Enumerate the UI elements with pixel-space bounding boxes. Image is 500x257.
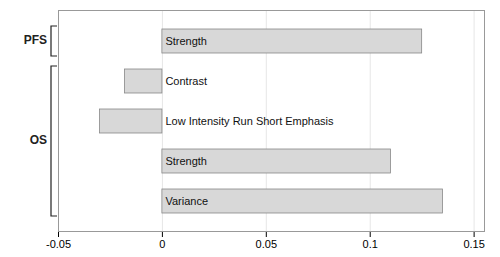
- svg-text:-0.05: -0.05: [46, 238, 71, 250]
- svg-text:Contrast: Contrast: [165, 75, 207, 87]
- svg-text:Low Intensity Run Short Emphas: Low Intensity Run Short Emphasis: [165, 115, 334, 127]
- svg-text:Strength: Strength: [165, 155, 207, 167]
- svg-text:0.05: 0.05: [256, 238, 277, 250]
- svg-text:0.1: 0.1: [363, 238, 378, 250]
- svg-text:Strength: Strength: [165, 35, 207, 47]
- svg-text:Variance: Variance: [165, 195, 208, 207]
- svg-text:0.15: 0.15: [463, 238, 484, 250]
- svg-text:PFS: PFS: [24, 33, 47, 47]
- svg-text:0: 0: [159, 238, 165, 250]
- svg-text:OS: OS: [30, 133, 47, 147]
